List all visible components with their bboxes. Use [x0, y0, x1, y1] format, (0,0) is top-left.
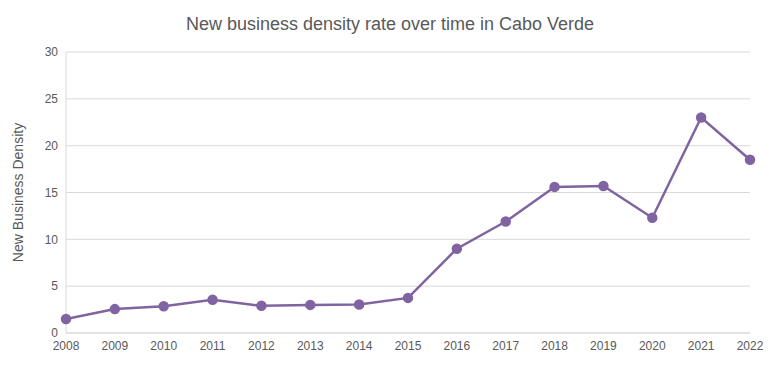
svg-text:25: 25 [45, 92, 59, 106]
svg-text:2013: 2013 [297, 339, 324, 353]
html-text:New business density rate over: New business density rate over time in C… [185, 14, 595, 34]
svg-text:2021: 2021 [688, 339, 715, 353]
svg-text:2012: 2012 [248, 339, 275, 353]
svg-text:2009: 2009 [102, 339, 129, 353]
svg-text:2008: 2008 [53, 339, 80, 353]
svg-text:2022: 2022 [737, 339, 764, 353]
svg-text:2010: 2010 [150, 339, 177, 353]
svg-text:2018: 2018 [541, 339, 568, 353]
svg-text:15: 15 [45, 186, 59, 200]
svg-text:2020: 2020 [639, 339, 666, 353]
svg-text:10: 10 [45, 233, 59, 247]
svg-text:5: 5 [51, 279, 58, 293]
svg-text:2015: 2015 [395, 339, 422, 353]
svg-text:30: 30 [45, 45, 59, 59]
svg-text:2011: 2011 [200, 339, 226, 353]
svg-text:0: 0 [51, 326, 58, 340]
svg-text:2017: 2017 [492, 339, 519, 353]
svg-text:2014: 2014 [346, 339, 373, 353]
svg-text:2016: 2016 [444, 339, 471, 353]
svg-text:New Business Density: New Business Density [10, 123, 26, 262]
svg-text:2019: 2019 [590, 339, 617, 353]
svg-text:20: 20 [45, 139, 59, 153]
